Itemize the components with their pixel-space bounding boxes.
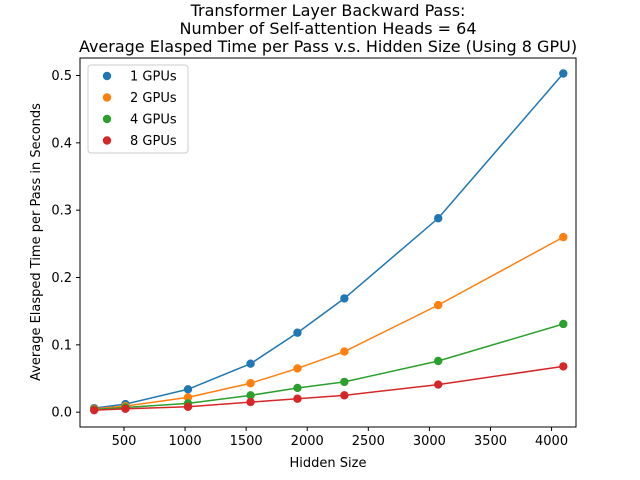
y-tick-label: 0.4 [51,136,72,151]
data-point [246,359,255,368]
data-point [434,214,443,223]
x-tick-label: 3000 [413,434,446,449]
y-tick-label: 0.5 [51,69,72,84]
data-point [434,300,443,310]
series-line [94,236,564,410]
x-tick-label: 1500 [230,434,263,449]
data-point [246,397,255,407]
y-tick-label: 0.0 [51,406,72,421]
data-point [246,379,255,388]
data-point [246,391,255,400]
y-tick-label: 0.1 [51,338,72,353]
series-line [94,323,564,411]
x-tick-label: 2000 [291,434,324,449]
chart-title-line: Average Elasped Time per Pass v.s. Hidde… [79,37,577,56]
chart-title-line: Number of Self-attention Heads = 64 [179,19,476,38]
legend-label: 2 GPUs [130,91,177,106]
data-point [559,232,568,242]
series-line [94,72,564,409]
data-point [340,347,349,356]
y-axis-ticks: 0.0 0.1 0.2 0.3 0.4 0.5 [51,69,80,421]
data-point [89,405,99,415]
y-tick-label: 0.3 [51,204,72,219]
data-point [293,328,302,337]
x-tick-label: 4000 [535,434,568,449]
x-tick-label: 1000 [169,434,202,449]
series-line [94,365,564,411]
legend-label: 8 GPUs [130,134,177,149]
legend: 1 GPUs 2 GPUs 4 GPUs 8 GPUs [87,64,189,154]
legend-label: 4 GPUs [130,113,177,128]
data-point [340,294,349,303]
legend-box [87,64,189,154]
x-tick-label: 3500 [474,434,507,449]
plot-area-frame [79,57,577,428]
x-axis-label: Hidden Size [290,456,367,471]
data-point [121,404,130,414]
data-point [559,319,568,329]
legend-marker [102,114,112,124]
data-point [559,69,568,78]
data-point [434,356,443,366]
data-point [340,391,349,400]
legend-marker [102,71,112,81]
data-point [340,377,349,387]
data-point [183,393,193,402]
data-point [183,402,193,411]
legend-marker [102,93,112,102]
data-point [434,380,443,389]
chart-title-line: Transformer Layer Backward Pass: [190,1,466,20]
data-point [559,362,568,371]
legend-label: 1 GPUs [130,70,177,85]
data-point [293,394,302,403]
legend-marker [102,136,112,145]
x-tick-label: 2500 [352,434,385,449]
data-point [293,383,302,393]
data-point [293,364,302,373]
chart-title: Transformer Layer Backward Pass:Number o… [79,1,577,56]
x-tick-label: 500 [112,434,137,449]
x-axis-ticks: 500 1000 1500 2000 2500 3000 3500 4000 [112,427,568,449]
data-point [183,385,193,394]
y-tick-label: 0.2 [51,271,72,286]
y-axis-label: Average Elasped Time per Pass in Seconds [29,103,44,381]
chart-series [89,69,568,415]
